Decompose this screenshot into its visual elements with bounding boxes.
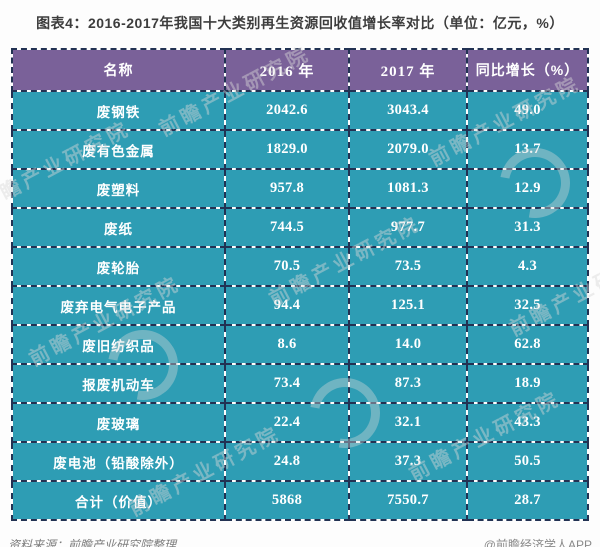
table-row: 废弃电气电子产品 94.4 125.1 32.5 [10,285,589,326]
value-cell: 125.1 [347,285,469,326]
value-cell: 32.1 [347,402,469,443]
table-row: 废塑料 957.8 1081.3 12.9 [10,168,589,209]
value-cell: 4.3 [466,246,589,287]
value-cell: 28.7 [466,480,589,521]
value-cell: 70.5 [224,246,350,287]
table-row: 废钢铁 2042.6 3043.4 49.0 [10,90,589,131]
table-header: 名称 2016 年 2017 年同比增长（%） [10,48,589,92]
value-cell: 957.8 [224,168,350,209]
header-row: 名称 2016 年 2017 年同比增长（%） [10,48,589,92]
table-body: 废钢铁 2042.6 3043.4 49.0 废有色金属 1829.0 2079.0 13.7… [10,90,589,521]
value-cell: 18.9 [466,363,589,404]
table-row: 合计（价值） 5868 7550.7 28.7 [10,480,589,521]
value-cell: 8.6 [224,324,350,365]
value-cell: 5868 [224,480,350,521]
row-name-cell: 废纸 [10,207,227,248]
table-row: 废旧纺织品 8.6 14.0 62.8 [10,324,589,365]
value-cell: 31.3 [466,207,589,248]
value-cell: 12.9 [466,168,589,209]
value-cell: 13.7 [466,129,589,170]
row-name-cell: 废弃电气电子产品 [10,285,227,326]
column-header: 2016 年 [224,48,350,92]
row-name-cell: 废钢铁 [10,90,227,131]
row-name-cell: 废有色金属 [10,129,227,170]
column-header: 同比增长（%） [466,48,589,92]
row-name-cell: 废玻璃 [10,402,227,443]
brand-note: @前瞻经济学人APP [483,538,592,547]
table-row: 废电池（铅酸除外） 24.8 37.3 50.5 [10,441,589,482]
row-name-cell: 废塑料 [10,168,227,209]
value-cell: 73.5 [347,246,469,287]
value-cell: 2042.6 [224,90,350,131]
value-cell: 37.3 [347,441,469,482]
value-cell: 1829.0 [224,129,350,170]
row-name-cell: 废旧纺织品 [10,324,227,365]
value-cell: 43.3 [466,402,589,443]
table-row: 报废机动车 73.4 87.3 18.9 [10,363,589,404]
row-name-cell: 废电池（铅酸除外） [10,441,227,482]
value-cell: 87.3 [347,363,469,404]
footer: 资料来源：前瞻产业研究院整理 @前瞻经济学人APP [8,536,592,547]
value-cell: 744.5 [224,207,350,248]
column-header: 2017 年 [347,48,469,92]
value-cell: 62.8 [466,324,589,365]
column-header: 名称 [10,48,227,92]
value-cell: 14.0 [347,324,469,365]
table-row: 废玻璃 22.4 32.1 43.3 [10,402,589,443]
value-cell: 32.5 [466,285,589,326]
value-cell: 22.4 [224,402,350,443]
value-cell: 73.4 [224,363,350,404]
value-cell: 977.7 [347,207,469,248]
value-cell: 50.5 [466,441,589,482]
row-name-cell: 废轮胎 [10,246,227,287]
chart-title: 图表4：2016-2017年我国十大类别再生资源回收值增长率对比（单位：亿元，%… [36,15,564,31]
value-cell: 2079.0 [347,129,469,170]
table-row: 废轮胎 70.5 73.5 4.3 [10,246,589,287]
value-cell: 3043.4 [347,90,469,131]
value-cell: 7550.7 [347,480,469,521]
source-note: 资料来源：前瞻产业研究院整理 [8,538,177,547]
value-cell: 1081.3 [347,168,469,209]
row-name-cell: 合计（价值） [10,480,227,521]
table-row: 废纸 744.5 977.7 31.3 [10,207,589,248]
recycling-data-table: 名称 2016 年 2017 年同比增长（%） 废钢铁 2042.6 3043.4 49.… [10,48,589,521]
table-row: 废有色金属 1829.0 2079.0 13.7 [10,129,589,170]
value-cell: 94.4 [224,285,350,326]
value-cell: 49.0 [466,90,589,131]
value-cell: 24.8 [224,441,350,482]
row-name-cell: 报废机动车 [10,363,227,404]
